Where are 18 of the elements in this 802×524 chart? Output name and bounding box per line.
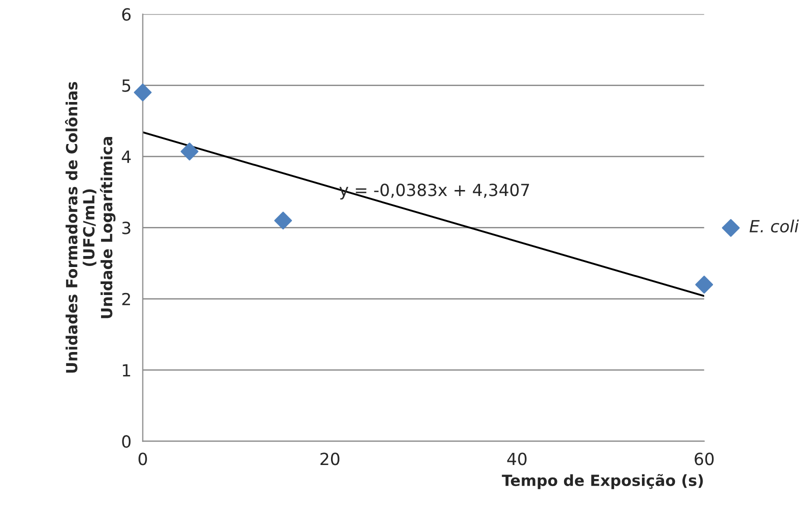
- x-tick-label: 40: [507, 452, 527, 466]
- x-tick-label: 20: [320, 452, 340, 466]
- y-tick-label: 5: [122, 80, 130, 92]
- legend-label: E. coli: [750, 220, 799, 233]
- point: [695, 276, 714, 294]
- y-axis-title: Unidades Formadoras de Colônias (UFC/mL) Unidade Logarítimica: [65, 82, 116, 373]
- y-tick-label: 0: [122, 435, 131, 448]
- x-axis-title: Tempo de Exposição (s): [502, 474, 703, 490]
- y-tick-label: 2: [122, 292, 130, 306]
- point: [274, 212, 292, 230]
- point: [180, 142, 198, 160]
- x-tick-label: 60: [694, 452, 714, 466]
- x-tick-label: 0: [138, 452, 147, 466]
- y-tick-label: 6: [122, 8, 131, 21]
- y-tick-label: 4: [122, 150, 131, 163]
- y-tick-label: 1: [122, 364, 130, 376]
- point: [134, 84, 152, 102]
- y-tick-label: 3: [122, 222, 130, 234]
